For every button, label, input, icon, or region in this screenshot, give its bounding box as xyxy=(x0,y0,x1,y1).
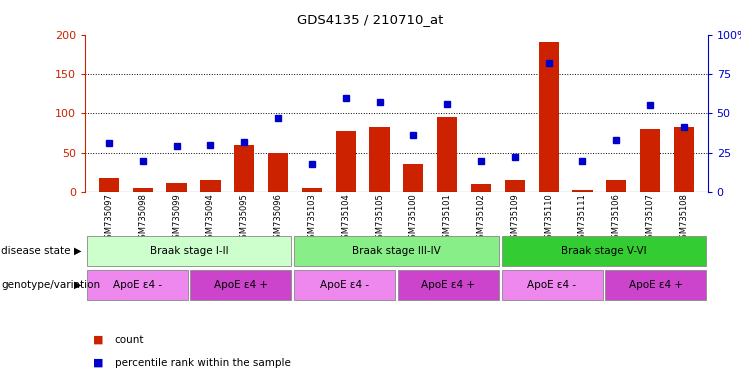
Text: Braak stage III-IV: Braak stage III-IV xyxy=(352,245,441,256)
Bar xyxy=(369,127,390,192)
Bar xyxy=(398,270,499,300)
Text: ApoE ε4 +: ApoE ε4 + xyxy=(629,280,682,290)
Bar xyxy=(505,180,525,192)
Bar xyxy=(190,270,291,300)
Bar xyxy=(674,127,694,192)
Bar xyxy=(403,164,424,192)
Text: ▶: ▶ xyxy=(74,245,82,256)
Text: ApoE ε4 +: ApoE ε4 + xyxy=(422,280,475,290)
Text: ApoE ε4 -: ApoE ε4 - xyxy=(320,280,369,290)
Bar xyxy=(268,153,288,192)
Bar xyxy=(606,180,626,192)
Bar xyxy=(133,188,153,192)
Text: Braak stage I-II: Braak stage I-II xyxy=(150,245,228,256)
Text: ▶: ▶ xyxy=(74,280,82,290)
Bar xyxy=(605,270,706,300)
Bar xyxy=(87,235,291,266)
Text: ApoE ε4 -: ApoE ε4 - xyxy=(113,280,162,290)
Text: Braak stage V-VI: Braak stage V-VI xyxy=(561,245,647,256)
Bar xyxy=(572,190,593,192)
Bar xyxy=(502,270,602,300)
Bar xyxy=(437,117,457,192)
Text: count: count xyxy=(115,335,144,345)
Text: ■: ■ xyxy=(93,335,103,345)
Text: GDS4135 / 210710_at: GDS4135 / 210710_at xyxy=(297,13,444,26)
Bar xyxy=(336,131,356,192)
Bar xyxy=(99,178,119,192)
Text: ■: ■ xyxy=(93,358,103,368)
Bar xyxy=(294,235,499,266)
Bar xyxy=(294,270,395,300)
Bar xyxy=(167,182,187,192)
Bar xyxy=(640,129,660,192)
Text: percentile rank within the sample: percentile rank within the sample xyxy=(115,358,290,368)
Bar xyxy=(234,145,254,192)
Bar xyxy=(502,235,706,266)
Text: disease state: disease state xyxy=(1,245,71,256)
Text: ApoE ε4 +: ApoE ε4 + xyxy=(214,280,268,290)
Text: genotype/variation: genotype/variation xyxy=(1,280,101,290)
Bar xyxy=(471,184,491,192)
Bar xyxy=(87,270,187,300)
Bar xyxy=(200,180,221,192)
Bar xyxy=(539,43,559,192)
Bar xyxy=(302,188,322,192)
Text: ApoE ε4 -: ApoE ε4 - xyxy=(528,280,576,290)
